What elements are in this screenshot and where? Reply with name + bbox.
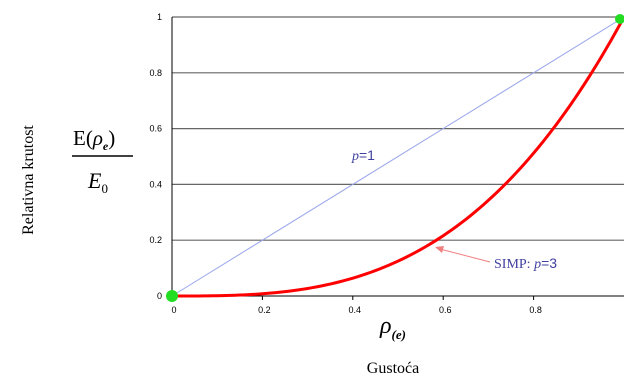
y-tick-label: 1	[157, 12, 162, 22]
series-label-simp: SIMP: p=3	[494, 255, 557, 272]
series-line-simp	[172, 16, 624, 298]
endpoint-marker-origin	[166, 290, 178, 302]
grid-lines	[172, 16, 624, 241]
x-tick-label: 0.4	[349, 305, 362, 315]
y-formula-denominator: E0	[87, 168, 108, 196]
x-ticks: 0 0.2 0.4 0.6 0.8	[171, 296, 542, 315]
annotation-arrow-shaft	[439, 248, 491, 263]
y-axis-label: Relativna krutost	[20, 125, 37, 235]
y-tick-label: 0	[157, 291, 162, 301]
x-axis-symbol-label: ρ(e)	[379, 313, 406, 342]
series-label-p1: p=1	[351, 147, 375, 164]
x-tick-label: 0	[171, 305, 176, 315]
y-ticks: 0 0.2 0.4 0.6 0.8 1	[149, 12, 162, 301]
x-tick-label: 0.2	[258, 305, 271, 315]
series-line-p1	[171, 16, 624, 297]
y-tick-label: 0.8	[149, 68, 162, 78]
x-tick-label: 0.8	[529, 305, 542, 315]
x-tick-label: 0.6	[439, 305, 452, 315]
y-axis-formula: E(ρe) E0	[72, 126, 133, 196]
y-tick-label: 0.4	[149, 179, 162, 189]
y-tick-label: 0.6	[149, 124, 162, 134]
y-formula-numerator: E(ρe)	[73, 126, 115, 153]
endpoint-marker-end	[615, 14, 624, 24]
annotation-arrow-head	[435, 246, 444, 253]
x-axis-label: Gustoća	[367, 360, 419, 377]
y-tick-label: 0.2	[149, 235, 162, 245]
